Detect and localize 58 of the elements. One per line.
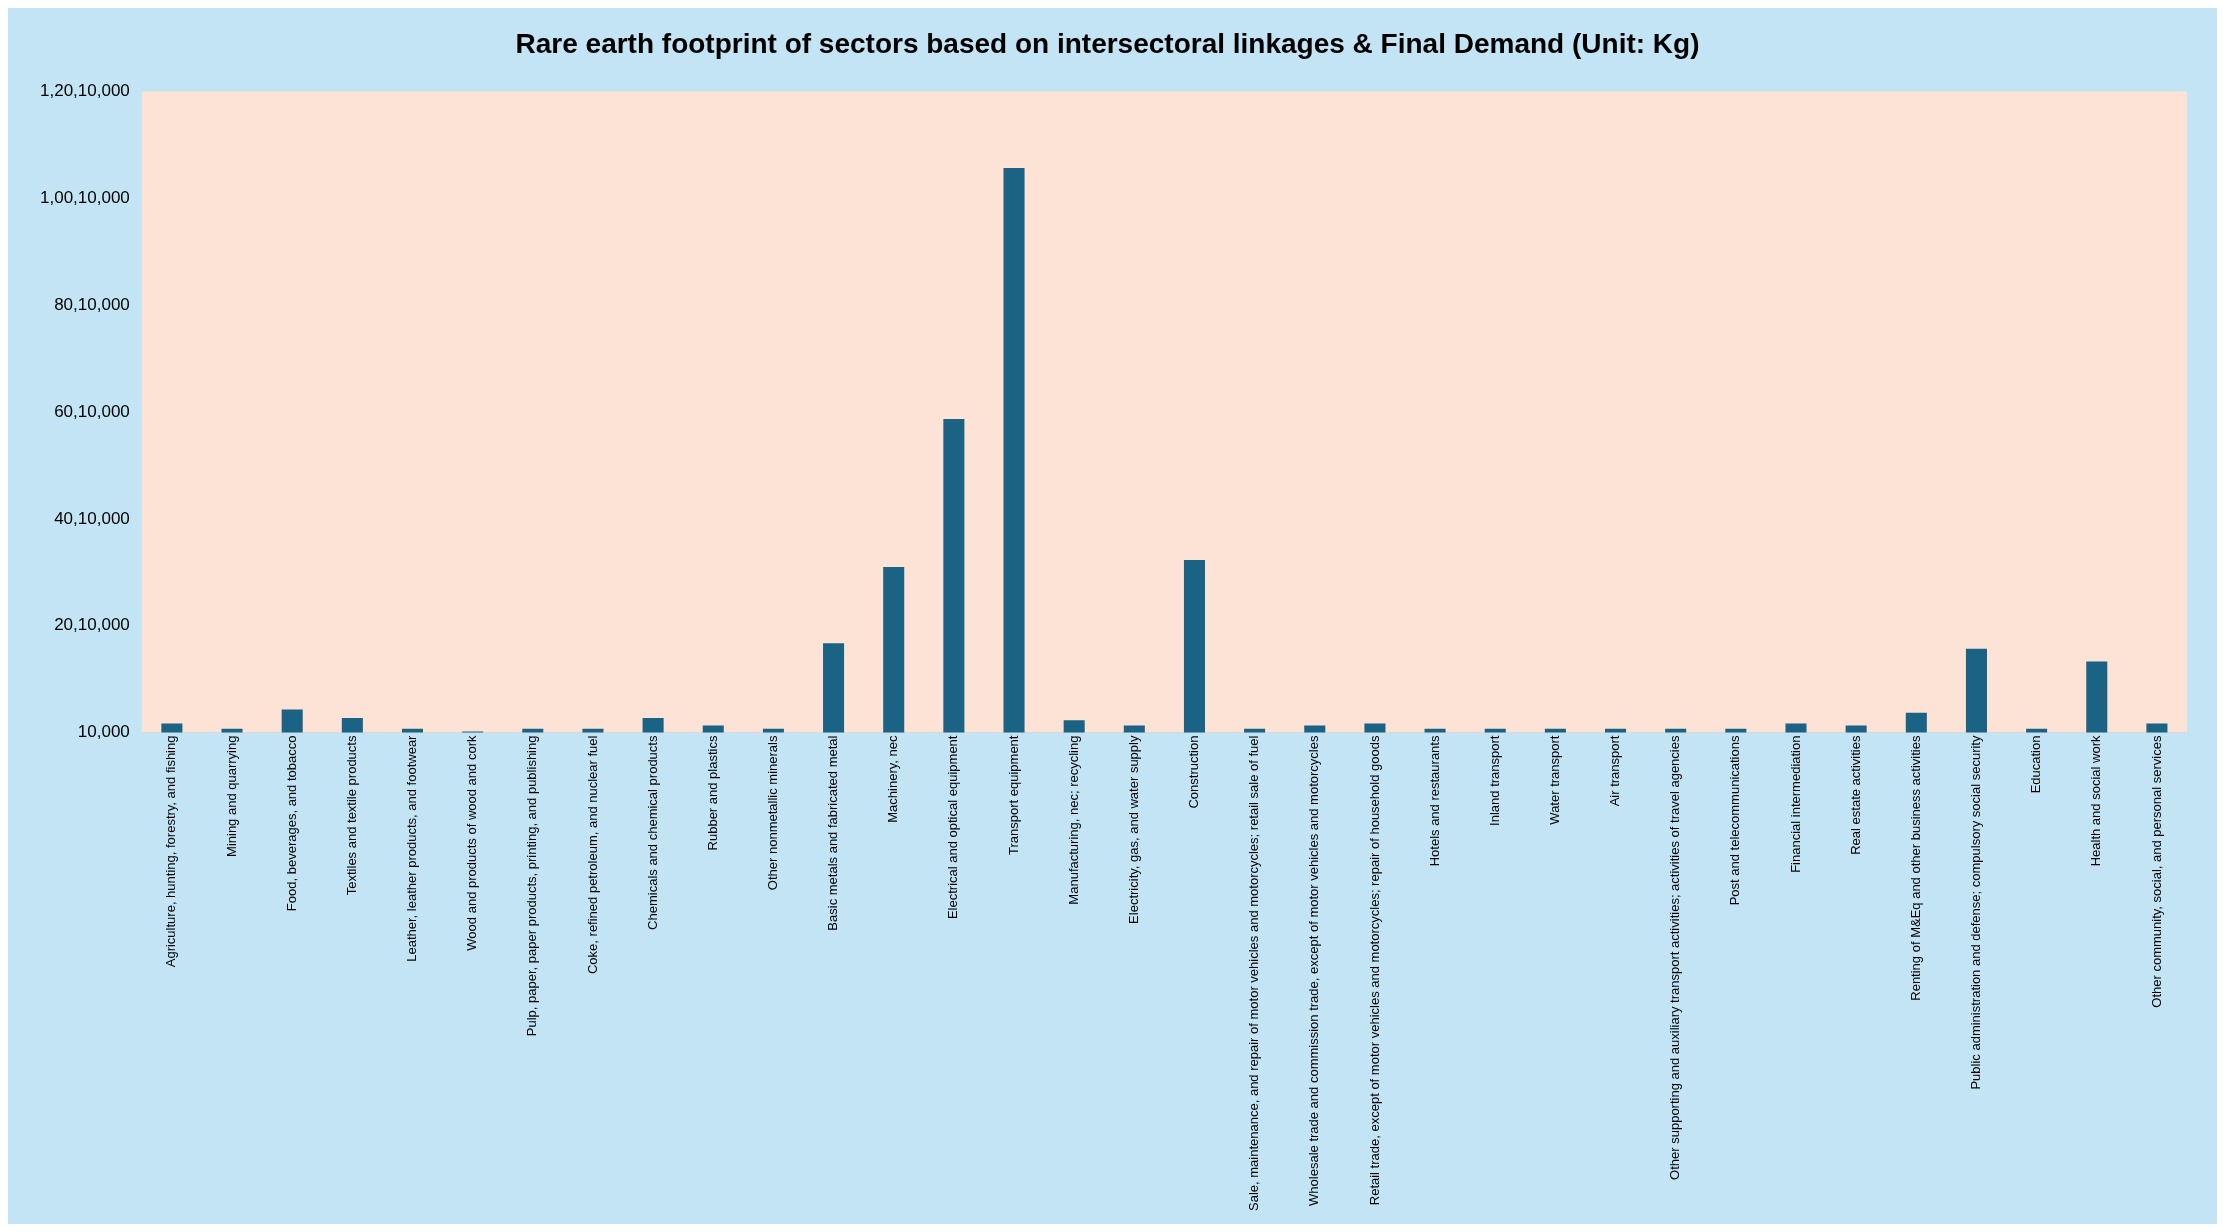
y-tick-label: 10,000 [77,722,130,742]
bar [1003,167,1025,733]
x-tick-label: Transport equipment [1005,735,1021,856]
x-tick-label: Agriculture, hunting, forestry, and fishing [163,735,179,968]
bar [883,566,905,733]
x-tick-label: Other supporting and auxiliary transport activities; activities of travel agencies [1667,735,1683,1180]
x-tick-label: Education [2028,735,2044,794]
x-tick-label: Air transport [1607,735,1623,807]
bar [1785,723,1807,733]
bar [1905,712,1927,733]
x-tick-label: Real estate activities [1847,735,1863,855]
x-tick-label: Mining and quarrying [223,735,239,857]
bar [943,419,965,733]
bar [161,723,183,733]
y-tick-label: 1,00,10,000 [39,188,130,208]
x-tick-label: Basic metals and fabricated metal [825,735,841,931]
x-tick-label: Sale, maintenance, and repair of motor vehicles and motorcycles; retail sale of fuel [1246,735,1262,1211]
y-tick-label: 1,20,10,000 [39,81,130,101]
bar [823,643,845,733]
x-tick-label: Post and telecommunications [1727,735,1743,906]
x-tick-label: Coke, refined petroleum, and nuclear fuel [584,735,600,975]
y-tick-label: 40,10,000 [54,508,130,528]
x-tick-label: Renting of M&Eq and other business activities [1907,735,1923,1001]
x-tick-label: Financial intermediation [1787,735,1803,873]
x-tick-label: Health and social work [2088,735,2104,867]
x-tick-label: Hotels and restaurants [1426,735,1442,867]
bar [1183,560,1206,733]
x-tick-label: Food, beverages, and tobacco [283,735,299,912]
x-tick-label: Construction [1186,735,1202,809]
chart-title: Rare earth footprint of sectors based on intersectoral linkages & Final Demand (Unit: Kg) [515,27,1700,59]
bar [642,718,664,733]
x-tick-label: Inland transport [1486,735,1502,826]
bar [281,709,303,733]
x-tick-label: Public administration and defense; compulsory social security [1968,735,1984,1090]
bar [2146,723,2168,733]
x-tick-label: Machinery, nec [885,735,901,823]
x-tick-label: Chemicals and chemical products [644,735,660,930]
x-tick-label: Wholesale trade and commission trade, except of motor vehicles and motorcycles [1306,735,1322,1206]
x-tick-label: Rubber and plastics [704,735,720,851]
x-tick-label: Pulp, paper, paper products, printing, and publishing [524,735,540,1037]
bar [2086,661,2108,733]
bar [1063,720,1085,733]
x-tick-label: Manufacturing, nec; recycling [1065,735,1081,905]
bar [1364,723,1386,733]
x-tick-label: Wood and products of wood and cork [464,735,480,951]
bar [1965,648,1987,733]
x-tick-label: Leather, leather products, and footwear [404,734,420,962]
y-tick-label: 20,10,000 [54,615,130,635]
x-tick-label: Retail trade, except of motor vehicles and motorcycles; repair of household goods [1366,735,1382,1206]
y-tick-label: 60,10,000 [54,401,130,421]
x-tick-label: Electricity, gas, and water supply [1125,735,1141,924]
bar [341,718,363,733]
x-tick-label: Other community, social, and personal services [2148,735,2164,1008]
x-tick-label: Water transport [1546,735,1562,825]
x-tick-label: Textiles and textile products [343,735,359,896]
x-tick-label: Other nonmetallic minerals [764,735,780,891]
x-tick-label: Electrical and optical equipment [945,735,961,920]
y-tick-label: 80,10,000 [54,294,130,314]
